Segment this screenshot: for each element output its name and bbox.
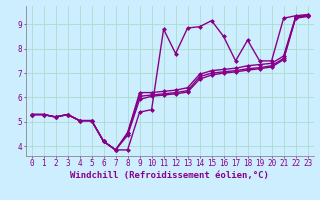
X-axis label: Windchill (Refroidissement éolien,°C): Windchill (Refroidissement éolien,°C) — [70, 171, 269, 180]
